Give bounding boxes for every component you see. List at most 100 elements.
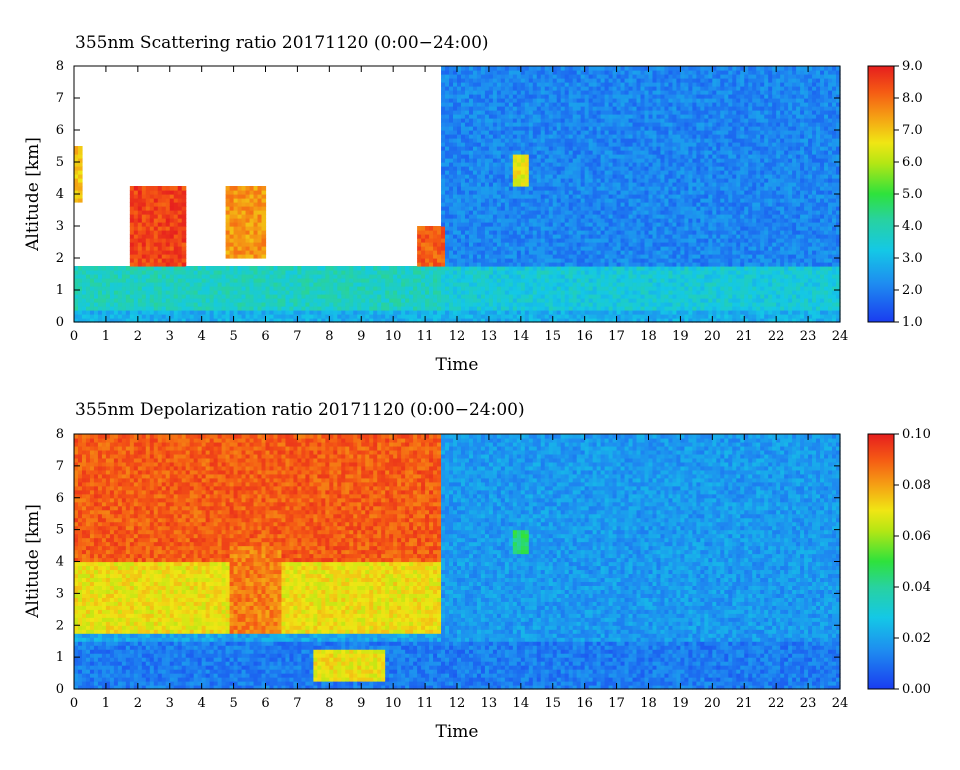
heatmap-cell bbox=[604, 182, 610, 187]
heatmap-cell bbox=[74, 282, 79, 287]
heatmap-cell bbox=[500, 266, 506, 271]
heatmap-cell bbox=[556, 210, 562, 215]
heatmap-cell bbox=[453, 86, 458, 91]
heatmap-cell bbox=[464, 238, 470, 243]
heatmap-cell bbox=[74, 194, 79, 199]
heatmap-cell bbox=[457, 154, 462, 159]
heatmap-cell bbox=[588, 82, 594, 87]
heatmap-cell bbox=[584, 182, 590, 187]
heatmap-cell bbox=[476, 290, 482, 295]
heatmap-cell bbox=[421, 254, 426, 259]
heatmap-cell bbox=[205, 318, 211, 323]
heatmap-cell bbox=[496, 138, 502, 143]
heatmap-cell bbox=[592, 166, 598, 171]
heatmap-cell bbox=[472, 182, 478, 187]
heatmap-cell bbox=[532, 282, 538, 287]
heatmap-cell bbox=[568, 190, 574, 195]
heatmap-cell bbox=[632, 278, 638, 283]
heatmap-cell bbox=[472, 318, 478, 323]
heatmap-cell bbox=[361, 298, 366, 303]
heatmap-cell bbox=[201, 298, 207, 303]
heatmap-cell bbox=[389, 306, 394, 311]
heatmap-cell bbox=[261, 294, 267, 299]
heatmap-cell bbox=[564, 306, 570, 311]
heatmap-cell bbox=[596, 146, 602, 151]
heatmap-cell bbox=[269, 278, 275, 283]
heatmap-cell bbox=[437, 246, 442, 251]
heatmap-cell bbox=[596, 130, 602, 135]
heatmap-cell bbox=[632, 246, 638, 251]
heatmap-cell bbox=[189, 270, 195, 275]
heatmap-cell bbox=[445, 86, 450, 91]
heatmap-cell bbox=[249, 318, 255, 323]
heatmap-cell bbox=[536, 190, 542, 195]
heatmap-cell bbox=[516, 98, 522, 103]
heatmap-cell bbox=[576, 190, 582, 195]
heatmap-cell bbox=[449, 218, 454, 223]
heatmap-cell bbox=[584, 158, 590, 163]
heatmap-cell bbox=[584, 174, 590, 179]
heatmap-cell bbox=[480, 318, 486, 323]
heatmap-cell bbox=[169, 274, 175, 279]
heatmap-cell bbox=[149, 222, 155, 227]
heatmap-cell bbox=[632, 314, 638, 319]
heatmap-cell bbox=[468, 106, 474, 111]
heatmap-cell bbox=[137, 282, 143, 287]
heatmap-cell bbox=[564, 202, 570, 207]
heatmap-cell bbox=[556, 146, 562, 151]
heatmap-cell bbox=[233, 186, 239, 191]
heatmap-cell bbox=[349, 282, 354, 287]
heatmap-cell bbox=[588, 142, 594, 147]
heatmap-cell bbox=[580, 78, 586, 83]
heatmap-cell bbox=[604, 282, 610, 287]
heatmap-cell bbox=[616, 238, 622, 243]
heatmap-cell bbox=[500, 78, 506, 83]
heatmap-cell bbox=[624, 74, 630, 79]
heatmap-cell bbox=[464, 94, 470, 99]
heatmap-cell bbox=[74, 190, 79, 195]
heatmap-cell bbox=[532, 202, 538, 207]
heatmap-cell bbox=[457, 186, 462, 191]
heatmap-cell bbox=[592, 234, 598, 239]
heatmap-cell bbox=[584, 186, 590, 191]
heatmap-cell bbox=[476, 294, 482, 299]
heatmap-cell bbox=[600, 258, 606, 263]
heatmap-cell bbox=[600, 294, 606, 299]
heatmap-cell bbox=[245, 250, 251, 255]
heatmap-cell bbox=[177, 190, 183, 195]
heatmap-cell bbox=[153, 282, 159, 287]
heatmap-cell bbox=[548, 142, 554, 147]
heatmap-cell bbox=[449, 174, 454, 179]
heatmap-cell bbox=[177, 214, 183, 219]
heatmap-cell bbox=[512, 86, 518, 91]
heatmap-cell bbox=[241, 238, 247, 243]
heatmap-cell bbox=[524, 102, 530, 107]
heatmap-cell bbox=[457, 302, 462, 307]
heatmap-cell bbox=[520, 118, 526, 123]
heatmap-cell bbox=[568, 266, 574, 271]
heatmap-cell bbox=[241, 298, 247, 303]
heatmap-cell bbox=[464, 146, 470, 151]
heatmap-cell bbox=[528, 78, 534, 83]
heatmap-cell bbox=[177, 230, 183, 235]
heatmap-cell bbox=[445, 70, 450, 75]
heatmap-cell bbox=[472, 262, 478, 267]
heatmap-cell bbox=[624, 94, 630, 99]
heatmap-cell bbox=[453, 226, 458, 231]
heatmap-cell bbox=[317, 310, 322, 315]
heatmap-cell bbox=[516, 282, 522, 287]
heatmap-cell bbox=[544, 110, 550, 115]
heatmap-cell bbox=[77, 158, 83, 163]
heatmap-cell bbox=[576, 238, 582, 243]
heatmap-cell bbox=[556, 90, 562, 95]
heatmap-cell bbox=[616, 182, 622, 187]
heatmap-cell bbox=[405, 290, 410, 295]
heatmap-cell bbox=[572, 130, 578, 135]
heatmap-cell bbox=[225, 282, 231, 287]
heatmap-cell bbox=[576, 318, 582, 323]
heatmap-cell bbox=[309, 302, 314, 307]
heatmap-cell bbox=[540, 250, 546, 255]
heatmap-cell bbox=[536, 186, 542, 191]
heatmap-cell bbox=[305, 274, 310, 279]
heatmap-cell bbox=[632, 102, 638, 107]
